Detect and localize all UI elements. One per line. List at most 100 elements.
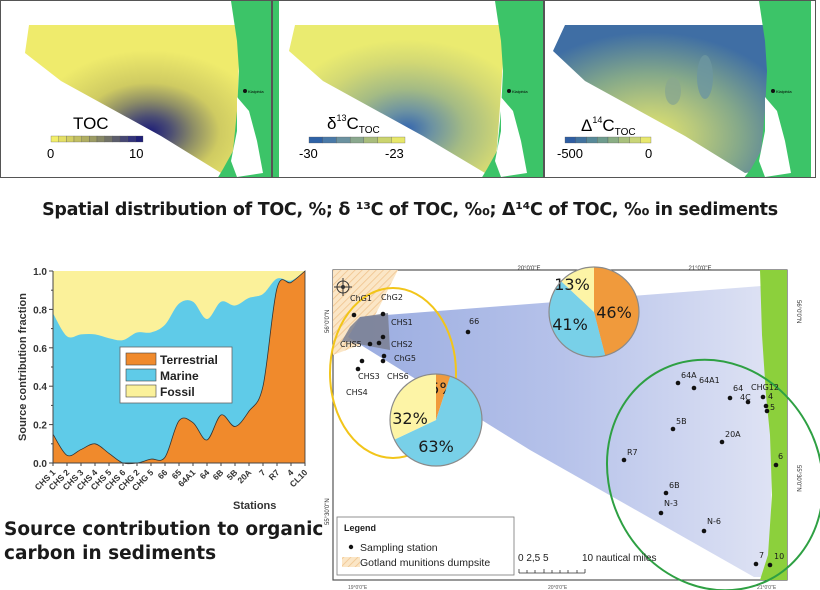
colorbar-swatch <box>50 135 59 143</box>
toc-map: Klaipėda TOC 0 10 <box>25 1 271 177</box>
station-marker <box>763 403 769 409</box>
legend-label-marine: Marine <box>160 369 199 383</box>
lagoon <box>495 97 527 177</box>
station-marker <box>745 399 751 405</box>
station-label: 64 <box>733 384 743 393</box>
legend-item-sampling-station: Sampling station <box>360 542 438 554</box>
legend-label-terrestrial: Terrestrial <box>160 353 218 367</box>
spatial-distribution-caption: Spatial distribution of TOC, %; δ ¹³C of… <box>42 200 778 220</box>
station-marker <box>621 457 627 463</box>
colorbar-swatch <box>73 135 82 143</box>
colorbar-swatch <box>629 136 641 144</box>
station-marker <box>670 426 676 432</box>
bottom-axis-label: 21°0'0"E <box>757 585 777 590</box>
station-marker <box>701 528 707 534</box>
station-label: ChG1 <box>350 294 372 303</box>
toc-colorbar <box>50 135 144 143</box>
colorbar-swatch <box>58 135 67 143</box>
d13c-map-panel: Klaipėda δ13CTOC -30 -23 <box>272 0 544 178</box>
D14c-map-panel: Klaipėda Δ14CTOC -500 0 <box>544 0 816 178</box>
coast-land <box>760 270 787 580</box>
x-tick-label: 4 <box>285 467 296 478</box>
station-marker <box>760 394 766 400</box>
legend-swatch-terrestrial <box>125 352 157 366</box>
y-axis-label: Source contribution fraction <box>17 293 29 441</box>
station-label: 4 <box>768 392 773 401</box>
left-axis-label: 56°0'0"N <box>325 310 331 333</box>
pie-slice <box>549 281 606 357</box>
colorbar-swatch <box>575 136 587 144</box>
colorbar-swatch <box>363 136 378 144</box>
compass-rose-icon <box>334 278 352 296</box>
y-ticks: 0.0 0.2 0.4 0.6 0.8 1.0 <box>33 267 53 470</box>
source-contribution-caption: Source contribution to organic carbon in… <box>4 519 324 564</box>
D14c-title-text: Δ14CTOC <box>581 115 636 138</box>
station-label: CHS3 <box>358 372 380 381</box>
contour-low <box>665 77 681 105</box>
pie-slice-label: 32% <box>392 409 428 428</box>
bottom-axis-label: 19°0'0"E <box>348 585 368 590</box>
city-label: Klaipėda <box>512 89 528 94</box>
station-marker <box>753 561 759 567</box>
D14c-map: Klaipėda Δ14CTOC -500 0 <box>553 1 815 177</box>
station-marker <box>376 340 382 346</box>
station-marker <box>355 366 361 372</box>
toc-scale-min: 0 <box>47 146 54 161</box>
colorbar-swatch <box>89 135 98 143</box>
right-axis-label: 56°0'0"N <box>795 300 801 323</box>
station-label: CHS4 <box>346 388 368 397</box>
station-marker <box>380 334 386 340</box>
station-label: N-3 <box>664 499 678 508</box>
pie-outline <box>389 373 483 467</box>
colorbar-swatch <box>640 136 652 144</box>
station-label: 5 <box>770 403 775 412</box>
station-marker <box>380 358 386 364</box>
top-axis-label: 20°0'0"E <box>517 266 540 272</box>
colorbar-swatch <box>377 136 392 144</box>
pie-slice-label: 13% <box>554 275 590 294</box>
colorbar-swatch <box>618 136 630 144</box>
pie-slice-label: 63% <box>418 437 454 456</box>
d13c-title-text: δ13CTOC <box>327 113 380 136</box>
station-label: 5B <box>676 417 687 426</box>
x-axis-label: Stations <box>233 500 276 512</box>
station-label: 64A1 <box>699 376 720 385</box>
colorbar-swatch <box>564 136 576 144</box>
source-pies: 5%63%32% 46% 41% 13% <box>389 266 640 467</box>
sampling-station-icon <box>348 544 354 550</box>
pie-slice <box>594 267 639 356</box>
colorbar-swatch <box>597 136 609 144</box>
toc-scale-max: 10 <box>129 146 143 161</box>
scale-bar-label: 10 nautical miles <box>582 553 656 564</box>
station-marker <box>465 329 471 335</box>
station-marker <box>773 462 779 468</box>
pie-slice-label: 41% <box>552 315 588 334</box>
pie-slice <box>436 374 451 420</box>
station-marker <box>764 408 770 414</box>
scale-bar: 0 2,5 5 10 nautical miles <box>518 553 656 574</box>
colorbar-swatch <box>336 136 351 144</box>
lagoon <box>231 97 263 177</box>
map-legend-box <box>336 516 515 576</box>
lagoon <box>759 97 791 177</box>
city-label: Klaipėda <box>248 89 264 94</box>
toc-field <box>25 25 239 173</box>
west-cluster-ellipse <box>329 287 457 459</box>
city-label: Klaipėda <box>776 89 792 94</box>
station-label: 66 <box>469 317 479 326</box>
legend-swatch-marine <box>125 368 157 382</box>
contour-low <box>697 55 713 99</box>
d13c-scale-min: -30 <box>299 146 318 161</box>
station-label: 4C <box>740 393 751 402</box>
colorbar-swatch <box>349 136 365 144</box>
colorbar-swatch <box>586 136 598 144</box>
chart-legend: Terrestrial Marine Fossil <box>119 346 233 404</box>
station-label: CHS6 <box>387 372 409 381</box>
legend-swatch-fossil <box>125 384 157 398</box>
station-marker <box>359 358 365 364</box>
colorbar-swatch <box>66 135 75 143</box>
x-tick-label: 66 <box>156 467 170 481</box>
toc-label: TOC <box>73 114 109 133</box>
station-marker <box>380 311 386 317</box>
